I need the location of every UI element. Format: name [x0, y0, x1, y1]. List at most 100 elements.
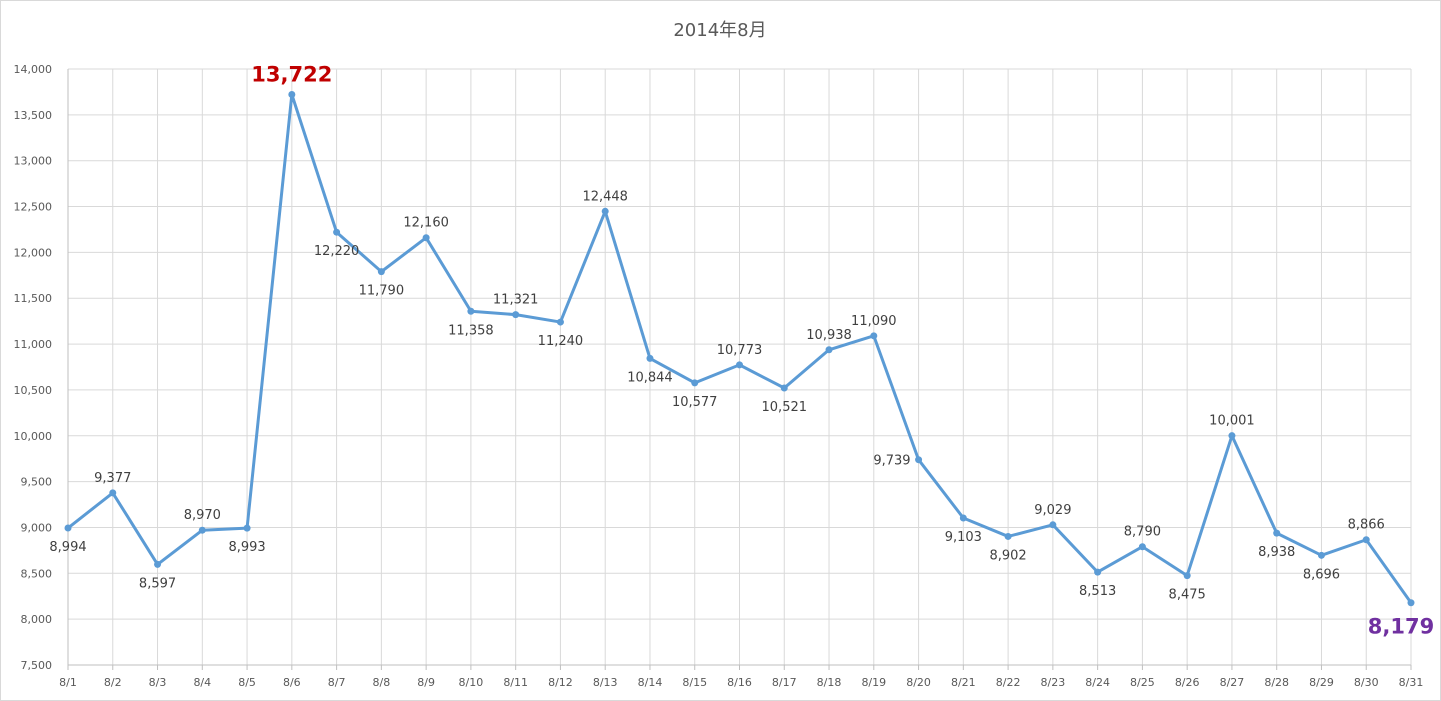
data-label: 10,773 — [717, 343, 763, 358]
data-point — [198, 526, 206, 534]
chart-title: 2014年8月 — [673, 20, 766, 41]
data-point — [1094, 568, 1102, 576]
data-point — [1362, 536, 1370, 544]
data-label: 11,240 — [538, 334, 584, 349]
data-labels: 8,994 9,377 8,597 8,970 8,993 13,722 12,220 11,… — [49, 62, 1434, 638]
data-label: 8,179 — [1368, 615, 1434, 639]
x-tick-label: 8/8 — [373, 676, 391, 689]
y-tick-label: 13,000 — [14, 155, 53, 168]
x-tick-label: 8/18 — [817, 676, 842, 689]
x-tick-label: 8/10 — [459, 676, 484, 689]
x-tick-label: 8/12 — [548, 676, 573, 689]
x-tick-label: 8/22 — [996, 676, 1021, 689]
x-tick-label: 8/24 — [1085, 676, 1110, 689]
data-point — [870, 332, 878, 340]
data-point — [1317, 551, 1325, 559]
data-point — [512, 311, 520, 319]
data-label: 11,358 — [448, 323, 494, 338]
y-tick-label: 12,500 — [14, 201, 53, 214]
x-tick-label: 8/2 — [104, 676, 122, 689]
data-label: 8,970 — [184, 508, 221, 523]
y-tick-label: 11,000 — [14, 338, 53, 351]
data-label: 11,790 — [359, 284, 405, 299]
data-point — [825, 346, 833, 354]
x-tick-label: 8/6 — [283, 676, 301, 689]
data-label: 9,377 — [94, 471, 131, 486]
x-tick-label: 8/19 — [861, 676, 886, 689]
data-label: 9,029 — [1034, 503, 1071, 518]
data-label: 9,739 — [873, 454, 910, 469]
data-point — [377, 268, 385, 276]
data-label: 10,938 — [806, 328, 852, 343]
x-tick-label: 8/3 — [149, 676, 167, 689]
data-point — [915, 456, 923, 464]
x-tick-label: 8/30 — [1354, 676, 1379, 689]
data-point — [154, 560, 162, 568]
data-label: 8,790 — [1124, 525, 1161, 540]
data-label: 8,597 — [139, 576, 176, 591]
y-tick-label: 7,500 — [21, 659, 53, 672]
data-point — [1138, 543, 1146, 551]
y-tick-label: 8,500 — [21, 567, 53, 580]
data-label: 10,577 — [672, 395, 718, 410]
data-point — [691, 379, 699, 387]
data-label: 11,321 — [493, 293, 539, 308]
x-tick-label: 8/28 — [1264, 676, 1289, 689]
data-label: 10,521 — [762, 400, 808, 415]
y-tick-label: 14,000 — [14, 63, 53, 76]
data-label: 8,938 — [1258, 545, 1295, 560]
x-tick-label: 8/23 — [1041, 676, 1066, 689]
data-label: 8,513 — [1079, 584, 1116, 599]
data-point — [1273, 529, 1281, 537]
data-label: 8,866 — [1348, 518, 1385, 533]
data-point — [422, 234, 430, 242]
y-tick-label: 9,500 — [21, 476, 53, 489]
data-point — [1183, 572, 1191, 580]
axes: 7,500 8,000 8,500 9,000 9,500 10,000 10,500 11,… — [14, 63, 1424, 689]
data-point — [1407, 599, 1415, 607]
x-tick-label: 8/14 — [638, 676, 663, 689]
data-point — [1228, 432, 1236, 440]
x-tick-label: 8/7 — [328, 676, 346, 689]
x-tick-label: 8/15 — [682, 676, 707, 689]
y-tick-label: 9,000 — [21, 521, 53, 534]
x-tick-label: 8/1 — [59, 676, 77, 689]
data-label: 8,696 — [1303, 567, 1340, 582]
x-tick-label: 8/25 — [1130, 676, 1155, 689]
data-label: 8,994 — [49, 540, 86, 555]
y-tick-label: 11,500 — [14, 292, 53, 305]
data-point — [1004, 532, 1012, 540]
data-point — [333, 228, 341, 236]
x-tick-label: 8/29 — [1309, 676, 1334, 689]
x-tick-label: 8/11 — [503, 676, 528, 689]
data-label: 8,475 — [1169, 588, 1206, 603]
y-tick-label: 13,500 — [14, 109, 53, 122]
data-point — [780, 384, 788, 392]
data-point — [736, 361, 743, 369]
x-tick-label: 8/26 — [1175, 676, 1200, 689]
data-label: 11,090 — [851, 314, 897, 329]
x-tick-label: 8/17 — [772, 676, 797, 689]
data-point — [959, 514, 967, 522]
y-tick-label: 10,500 — [14, 384, 53, 397]
data-point — [1049, 521, 1057, 529]
data-label: 10,001 — [1209, 414, 1255, 429]
data-point — [288, 90, 296, 98]
data-label: 13,722 — [251, 62, 332, 86]
y-tick-label: 12,000 — [14, 246, 53, 259]
series-layer — [64, 90, 1415, 607]
x-tick-label: 8/27 — [1220, 676, 1245, 689]
data-label: 8,993 — [228, 540, 265, 555]
x-tick-label: 8/9 — [417, 676, 435, 689]
data-label: 8,902 — [989, 548, 1026, 563]
data-point — [243, 524, 251, 532]
x-tick-label: 8/13 — [593, 676, 618, 689]
data-point — [64, 524, 72, 532]
data-point — [601, 207, 609, 215]
data-label: 10,844 — [627, 370, 673, 385]
data-label: 12,448 — [582, 189, 628, 204]
data-point — [556, 318, 564, 326]
x-tick-label: 8/20 — [906, 676, 931, 689]
